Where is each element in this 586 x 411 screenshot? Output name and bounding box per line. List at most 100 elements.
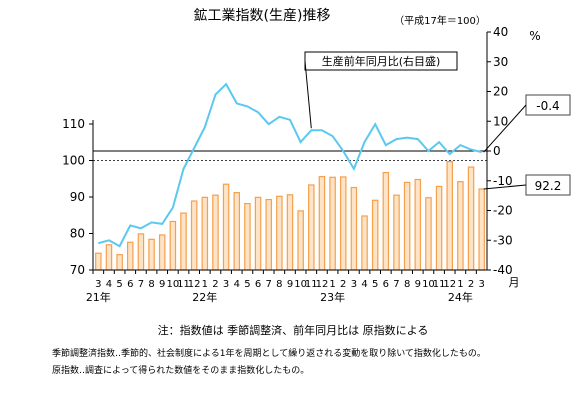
bar [361, 215, 368, 271]
chart-note: 注：指数値は 季節調整済、前年同月比は 原指数による [157, 324, 429, 337]
month-label: 10 [294, 279, 307, 290]
yoy-line [98, 82, 482, 248]
month-label: 8 [148, 279, 154, 290]
left-tick-label: 80 [70, 227, 85, 241]
month-label: 9 [159, 279, 165, 290]
note-seasonal: 季節調整済指数‥季節的、社会制度による1年を周期として繰り返される変動を取り除い… [52, 349, 486, 359]
month-label: 5 [116, 279, 122, 290]
bar [95, 252, 102, 271]
x-axis-unit: 月 [509, 276, 520, 289]
bar [425, 197, 432, 271]
month-label: 5 [244, 279, 250, 290]
bar [478, 188, 485, 271]
month-label: 3 [95, 279, 101, 290]
month-label: 9 [415, 279, 421, 290]
bar [254, 196, 262, 271]
bar [446, 160, 453, 271]
bar [286, 194, 294, 271]
month-label: 4 [361, 279, 367, 290]
bar [308, 184, 315, 271]
latest-index-leader [483, 184, 527, 190]
bar [276, 195, 283, 271]
month-label: 1 [457, 279, 463, 290]
month-label: 2 [468, 279, 474, 290]
right-tick-label: -20 [493, 204, 513, 218]
axes [89, 31, 491, 274]
latest-yoy-label: -0.4 [536, 99, 559, 113]
month-label: 4 [234, 279, 240, 290]
month-label: 3 [351, 279, 357, 290]
year-label: 24年 [448, 290, 473, 304]
bar [371, 199, 379, 271]
bar [382, 171, 390, 271]
month-label: 1 [202, 279, 208, 290]
bar [148, 238, 155, 271]
note-original: 原指数‥調査によって得られた数値をそのまま指数化したもの。 [52, 366, 310, 376]
reference-lines [93, 150, 487, 161]
bar [339, 176, 347, 271]
callouts: 生産前年同月比(右目盛) -0.4 92.2 [304, 51, 571, 196]
bar [318, 175, 326, 271]
left-tick-label: 70 [70, 263, 85, 277]
left-tick-label: 100 [62, 154, 85, 168]
right-tick-label: -10 [493, 174, 513, 188]
base-year-note: （平成17年＝100） [394, 14, 486, 27]
month-label: 10 [166, 279, 179, 290]
year-label: 21年 [86, 290, 111, 304]
latest-yoy-leader [483, 104, 527, 153]
bar [297, 210, 304, 271]
month-label: 10 [422, 279, 435, 290]
yoy-line-group [98, 82, 482, 248]
month-label: 12 [443, 279, 456, 290]
month-label: 5 [372, 279, 378, 290]
index-bars [95, 160, 485, 271]
bar [329, 176, 336, 271]
month-label: 6 [127, 279, 133, 290]
right-tick-label: -30 [493, 233, 513, 247]
bar [212, 194, 219, 271]
month-label: 9 [287, 279, 293, 290]
left-tick-label: 110 [62, 117, 85, 131]
month-label: 11 [177, 279, 190, 290]
right-tick-label: -40 [493, 263, 513, 277]
bar [467, 166, 475, 271]
bar [244, 202, 251, 271]
year-label: 23年 [320, 290, 345, 304]
right-axis-unit: % [529, 29, 540, 43]
month-label: 12 [188, 279, 201, 290]
year-label: 22年 [192, 290, 217, 304]
legend-leader [304, 60, 312, 129]
bar [403, 181, 411, 271]
bar [137, 233, 145, 271]
month-label: 7 [138, 279, 144, 290]
month-label: 3 [223, 279, 229, 290]
bar [127, 241, 134, 271]
bar [233, 192, 241, 271]
latest-index-label: 92.2 [535, 179, 562, 193]
month-label: 11 [433, 279, 446, 290]
month-label: 12 [316, 279, 329, 290]
month-label: 3 [478, 279, 484, 290]
bar [201, 196, 209, 271]
month-label: 7 [393, 279, 399, 290]
month-label: 6 [255, 279, 261, 290]
chart-title: 鉱工業指数(生産)推移 [194, 7, 331, 24]
month-label: 6 [383, 279, 389, 290]
right-tick-label: 30 [493, 55, 508, 69]
month-label: 8 [404, 279, 410, 290]
right-tick-label: 40 [493, 25, 508, 39]
month-label: 11 [305, 279, 318, 290]
bar [116, 254, 123, 271]
bar [435, 185, 443, 271]
left-tick-label: 90 [70, 190, 85, 204]
bar [158, 234, 166, 271]
right-tick-label: 0 [493, 144, 501, 158]
bar [265, 198, 272, 271]
month-label: 1 [329, 279, 335, 290]
month-label: 2 [340, 279, 346, 290]
right-tick-label: 10 [493, 114, 508, 128]
bar [169, 220, 177, 271]
bar [414, 178, 422, 271]
